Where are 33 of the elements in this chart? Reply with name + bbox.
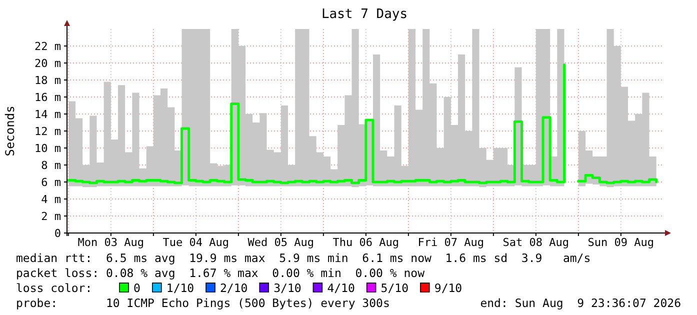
x-tick-label: Sat 08 Aug: [502, 236, 570, 249]
y-tick-label: 4 m: [41, 192, 62, 206]
y-tick-label: 20 m: [34, 56, 62, 70]
chart-title: Last 7 Days: [321, 7, 408, 22]
y-tick-label: 2 m: [41, 210, 62, 223]
text: 5/10: [380, 281, 409, 295]
text: loss color:: [16, 281, 92, 295]
text: median rtt: 6.5 ms avg 19.9 ms max 5.9 ms min 6.1 ms now 1.6 ms sd 3.9 am/s: [16, 251, 591, 265]
text: 2/10: [220, 281, 248, 295]
y-tick-label: 16 m: [34, 90, 62, 104]
x-tick-label: Thu 06 Aug: [332, 236, 400, 249]
y-tick-label: 12 m: [34, 124, 62, 138]
y-tick-label: 14 m: [34, 108, 62, 121]
x-tick-label: Tue 04 Aug: [162, 236, 230, 249]
text: 1/10: [166, 281, 194, 295]
x-tick-label: Mon 03 Aug: [78, 236, 144, 249]
text: end: Sun Aug 9 23:36:07 2026: [480, 296, 682, 310]
y-tick-label: 10 m: [34, 142, 62, 155]
y-tick-label: 22 m: [34, 40, 62, 53]
text: 0: [134, 281, 140, 295]
text: 4/10: [327, 281, 355, 295]
text: 9/10: [434, 281, 462, 295]
text: 3/10: [274, 281, 302, 295]
x-tick-label: Sun 09 Aug: [588, 236, 654, 249]
y-tick-label: 6 m: [41, 176, 62, 189]
y-tick-label: 0: [54, 226, 61, 240]
text: probe: 10 ICMP Echo Pings (500 Bytes) every 300s: [16, 296, 390, 310]
x-tick-label: Wed 05 Aug: [248, 236, 314, 249]
y-axis-title: Seconds: [3, 106, 17, 156]
y-tick-label: 8 m: [41, 158, 62, 172]
text: packet loss: 0.08 % avg 1.67 % max 0.00 % min 0.00 % now: [16, 266, 425, 280]
x-tick-label: Fri 07 Aug: [418, 236, 484, 249]
y-tick-label: 18 m: [34, 74, 62, 87]
